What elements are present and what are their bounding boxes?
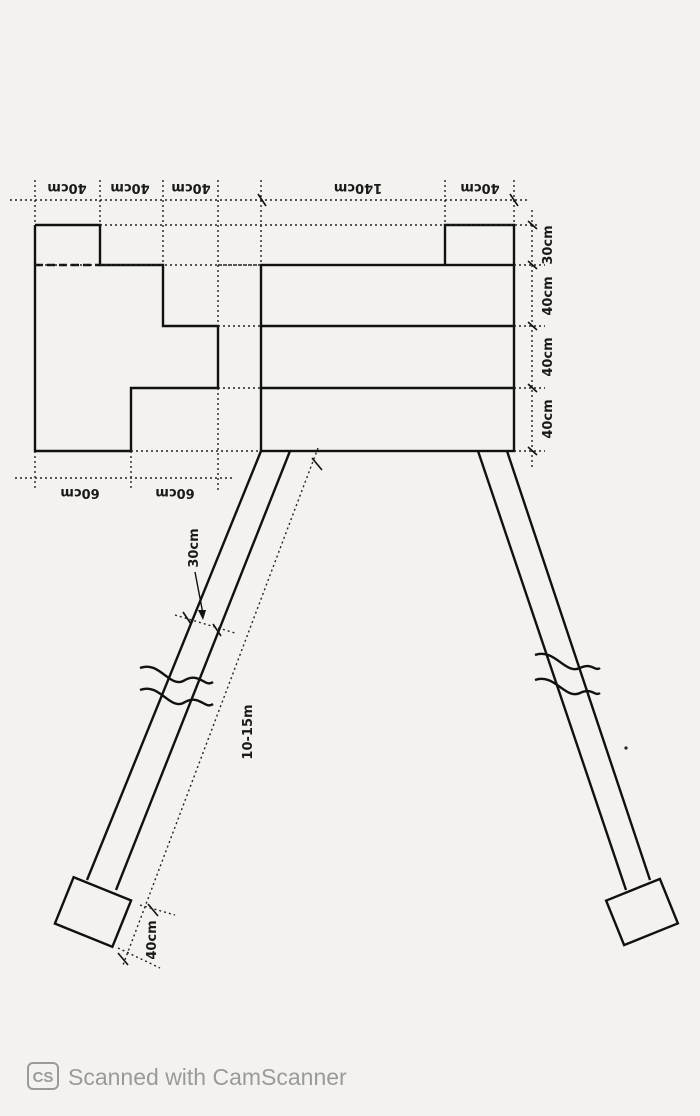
stray-dot bbox=[624, 746, 628, 750]
dim-right-40a: 40cm bbox=[541, 276, 556, 315]
dimension-guides bbox=[10, 180, 545, 969]
dim-right-40c: 40cm bbox=[541, 399, 556, 438]
dim-top-140: 140cm bbox=[334, 180, 382, 195]
camscanner-logo-text: CS bbox=[33, 1069, 54, 1086]
dim-top-left-1: 40cm bbox=[47, 180, 86, 195]
dim-right-30: 30cm bbox=[541, 225, 556, 264]
tick-marks bbox=[117, 193, 538, 966]
dim-leg-length: 10-15m bbox=[241, 704, 256, 759]
dim-bottom-60-right: 60cm bbox=[155, 485, 194, 500]
right-leg bbox=[476, 450, 680, 947]
dim-bottom-60-left: 60cm bbox=[60, 485, 99, 500]
dim-top-left-2: 40cm bbox=[110, 180, 149, 195]
dim-leg-width: 30cm bbox=[187, 528, 202, 567]
right-layered-block bbox=[259, 223, 516, 453]
dim-top-left-3: 40cm bbox=[171, 180, 210, 195]
camscanner-watermark: CS Scanned with CamScanner bbox=[27, 1062, 347, 1090]
dim-right-40b: 40cm bbox=[541, 337, 556, 376]
dim-top-right-40: 40cm bbox=[460, 180, 499, 195]
camscanner-text: Scanned with CamScanner bbox=[68, 1064, 347, 1090]
camscanner-logo-icon bbox=[27, 1062, 59, 1090]
left-leg bbox=[53, 450, 292, 949]
leg-width-leader bbox=[194, 571, 206, 620]
dim-foot: 40cm bbox=[145, 920, 160, 959]
